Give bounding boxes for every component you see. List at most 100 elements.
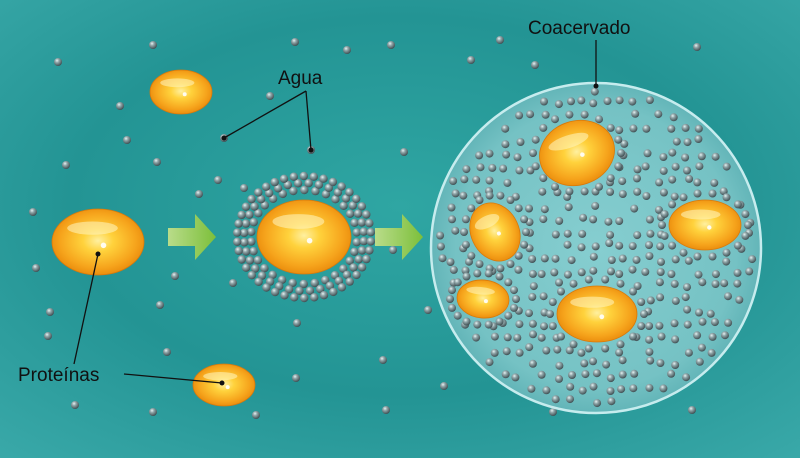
water-molecule: [349, 263, 358, 272]
water-molecule: [528, 292, 537, 301]
water-molecule: [658, 221, 666, 229]
water-molecule: [62, 161, 70, 169]
water-molecule: [641, 162, 650, 171]
water-molecule: [270, 287, 280, 297]
water-molecule: [724, 318, 733, 327]
water-molecule: [496, 191, 505, 200]
water-molecule: [504, 311, 513, 320]
protein: [149, 69, 213, 115]
water-molecule: [359, 227, 368, 236]
water-molecule: [589, 252, 598, 261]
water-molecule: [643, 149, 652, 158]
water-molecule: [655, 321, 664, 330]
water-molecule: [163, 348, 171, 356]
water-molecule: [289, 186, 298, 196]
water-molecule: [453, 311, 462, 320]
water-molecule: [362, 210, 371, 219]
water-molecule: [724, 292, 732, 301]
water-molecule: [453, 278, 462, 287]
water-molecule: [490, 332, 499, 341]
water-molecule: [299, 171, 308, 181]
water-molecule: [448, 303, 456, 312]
water-molecule: [446, 258, 455, 266]
right-arrow-icon: [375, 214, 423, 260]
label-proteins: Proteínas: [18, 365, 99, 386]
protein: [456, 279, 510, 319]
water-molecule: [449, 177, 458, 185]
water-molecule: [577, 96, 586, 105]
water-molecule: [551, 254, 560, 263]
coacervate-proteins: [456, 119, 742, 343]
water-molecule: [659, 153, 668, 161]
water-molecule: [539, 292, 548, 301]
water-molecule: [525, 204, 533, 213]
water-molecule: [660, 231, 669, 240]
water-molecule: [357, 246, 367, 255]
water-molecule: [310, 278, 319, 288]
water-molecule: [531, 135, 540, 144]
water-molecule: [510, 303, 518, 312]
water-molecule: [241, 219, 251, 228]
water-molecule: [345, 256, 354, 265]
water-molecule: [711, 270, 720, 279]
water-molecule: [473, 269, 482, 278]
water-molecule: [382, 406, 390, 414]
water-molecule: [280, 291, 289, 300]
water-molecule: [529, 282, 538, 291]
water-molecule: [697, 343, 706, 352]
water-molecule: [670, 192, 679, 201]
water-molecule: [29, 208, 37, 216]
water-molecule: [359, 236, 368, 246]
water-molecule: [630, 204, 639, 213]
water-molecule: [247, 237, 256, 246]
water-molecule: [616, 279, 625, 288]
water-molecule: [659, 384, 668, 393]
water-molecule: [645, 383, 654, 392]
water-molecule: [654, 110, 663, 119]
water-molecule: [260, 264, 269, 273]
water-molecule: [542, 346, 551, 355]
water-molecule: [304, 179, 313, 188]
water-molecule: [516, 138, 525, 146]
water-molecule: [580, 187, 589, 196]
water-molecule: [633, 174, 641, 183]
water-molecule: [722, 193, 731, 202]
water-molecule: [461, 240, 470, 249]
water-molecule: [706, 309, 715, 318]
water-molecule: [253, 256, 263, 265]
water-molecule: [345, 188, 354, 197]
water-molecule: [603, 97, 612, 105]
water-molecule: [300, 185, 309, 195]
water-molecule: [668, 175, 677, 184]
water-molecule: [284, 285, 294, 294]
coacervate-water-molecules: [436, 87, 757, 408]
water-molecule: [566, 395, 574, 404]
water-molecule: [237, 255, 246, 264]
water-molecule: [688, 406, 696, 414]
water-molecule: [683, 138, 692, 147]
water-molecule: [475, 260, 484, 268]
water-molecule: [156, 301, 164, 309]
water-molecule: [331, 195, 340, 204]
water-molecule: [580, 110, 589, 119]
water-molecule: [254, 188, 263, 197]
water-molecule: [720, 279, 729, 288]
water-molecule: [606, 174, 615, 183]
water-molecule: [467, 56, 475, 64]
water-leader-line-2: [305, 90, 312, 151]
water-molecule: [670, 279, 679, 288]
water-molecule: [257, 271, 267, 280]
water-molecule: [299, 279, 308, 289]
water-molecule: [698, 317, 707, 326]
water-molecule: [234, 246, 243, 255]
water-molecule: [683, 166, 691, 175]
water-molecule: [656, 359, 665, 367]
water-molecule: [632, 255, 641, 264]
water-molecule: [642, 124, 651, 133]
water-molecule: [123, 136, 131, 144]
water-molecule: [629, 287, 637, 296]
water-molecule: [637, 322, 646, 330]
water-molecule: [629, 332, 637, 341]
water-molecule: [334, 276, 344, 286]
water-molecule: [515, 166, 524, 175]
